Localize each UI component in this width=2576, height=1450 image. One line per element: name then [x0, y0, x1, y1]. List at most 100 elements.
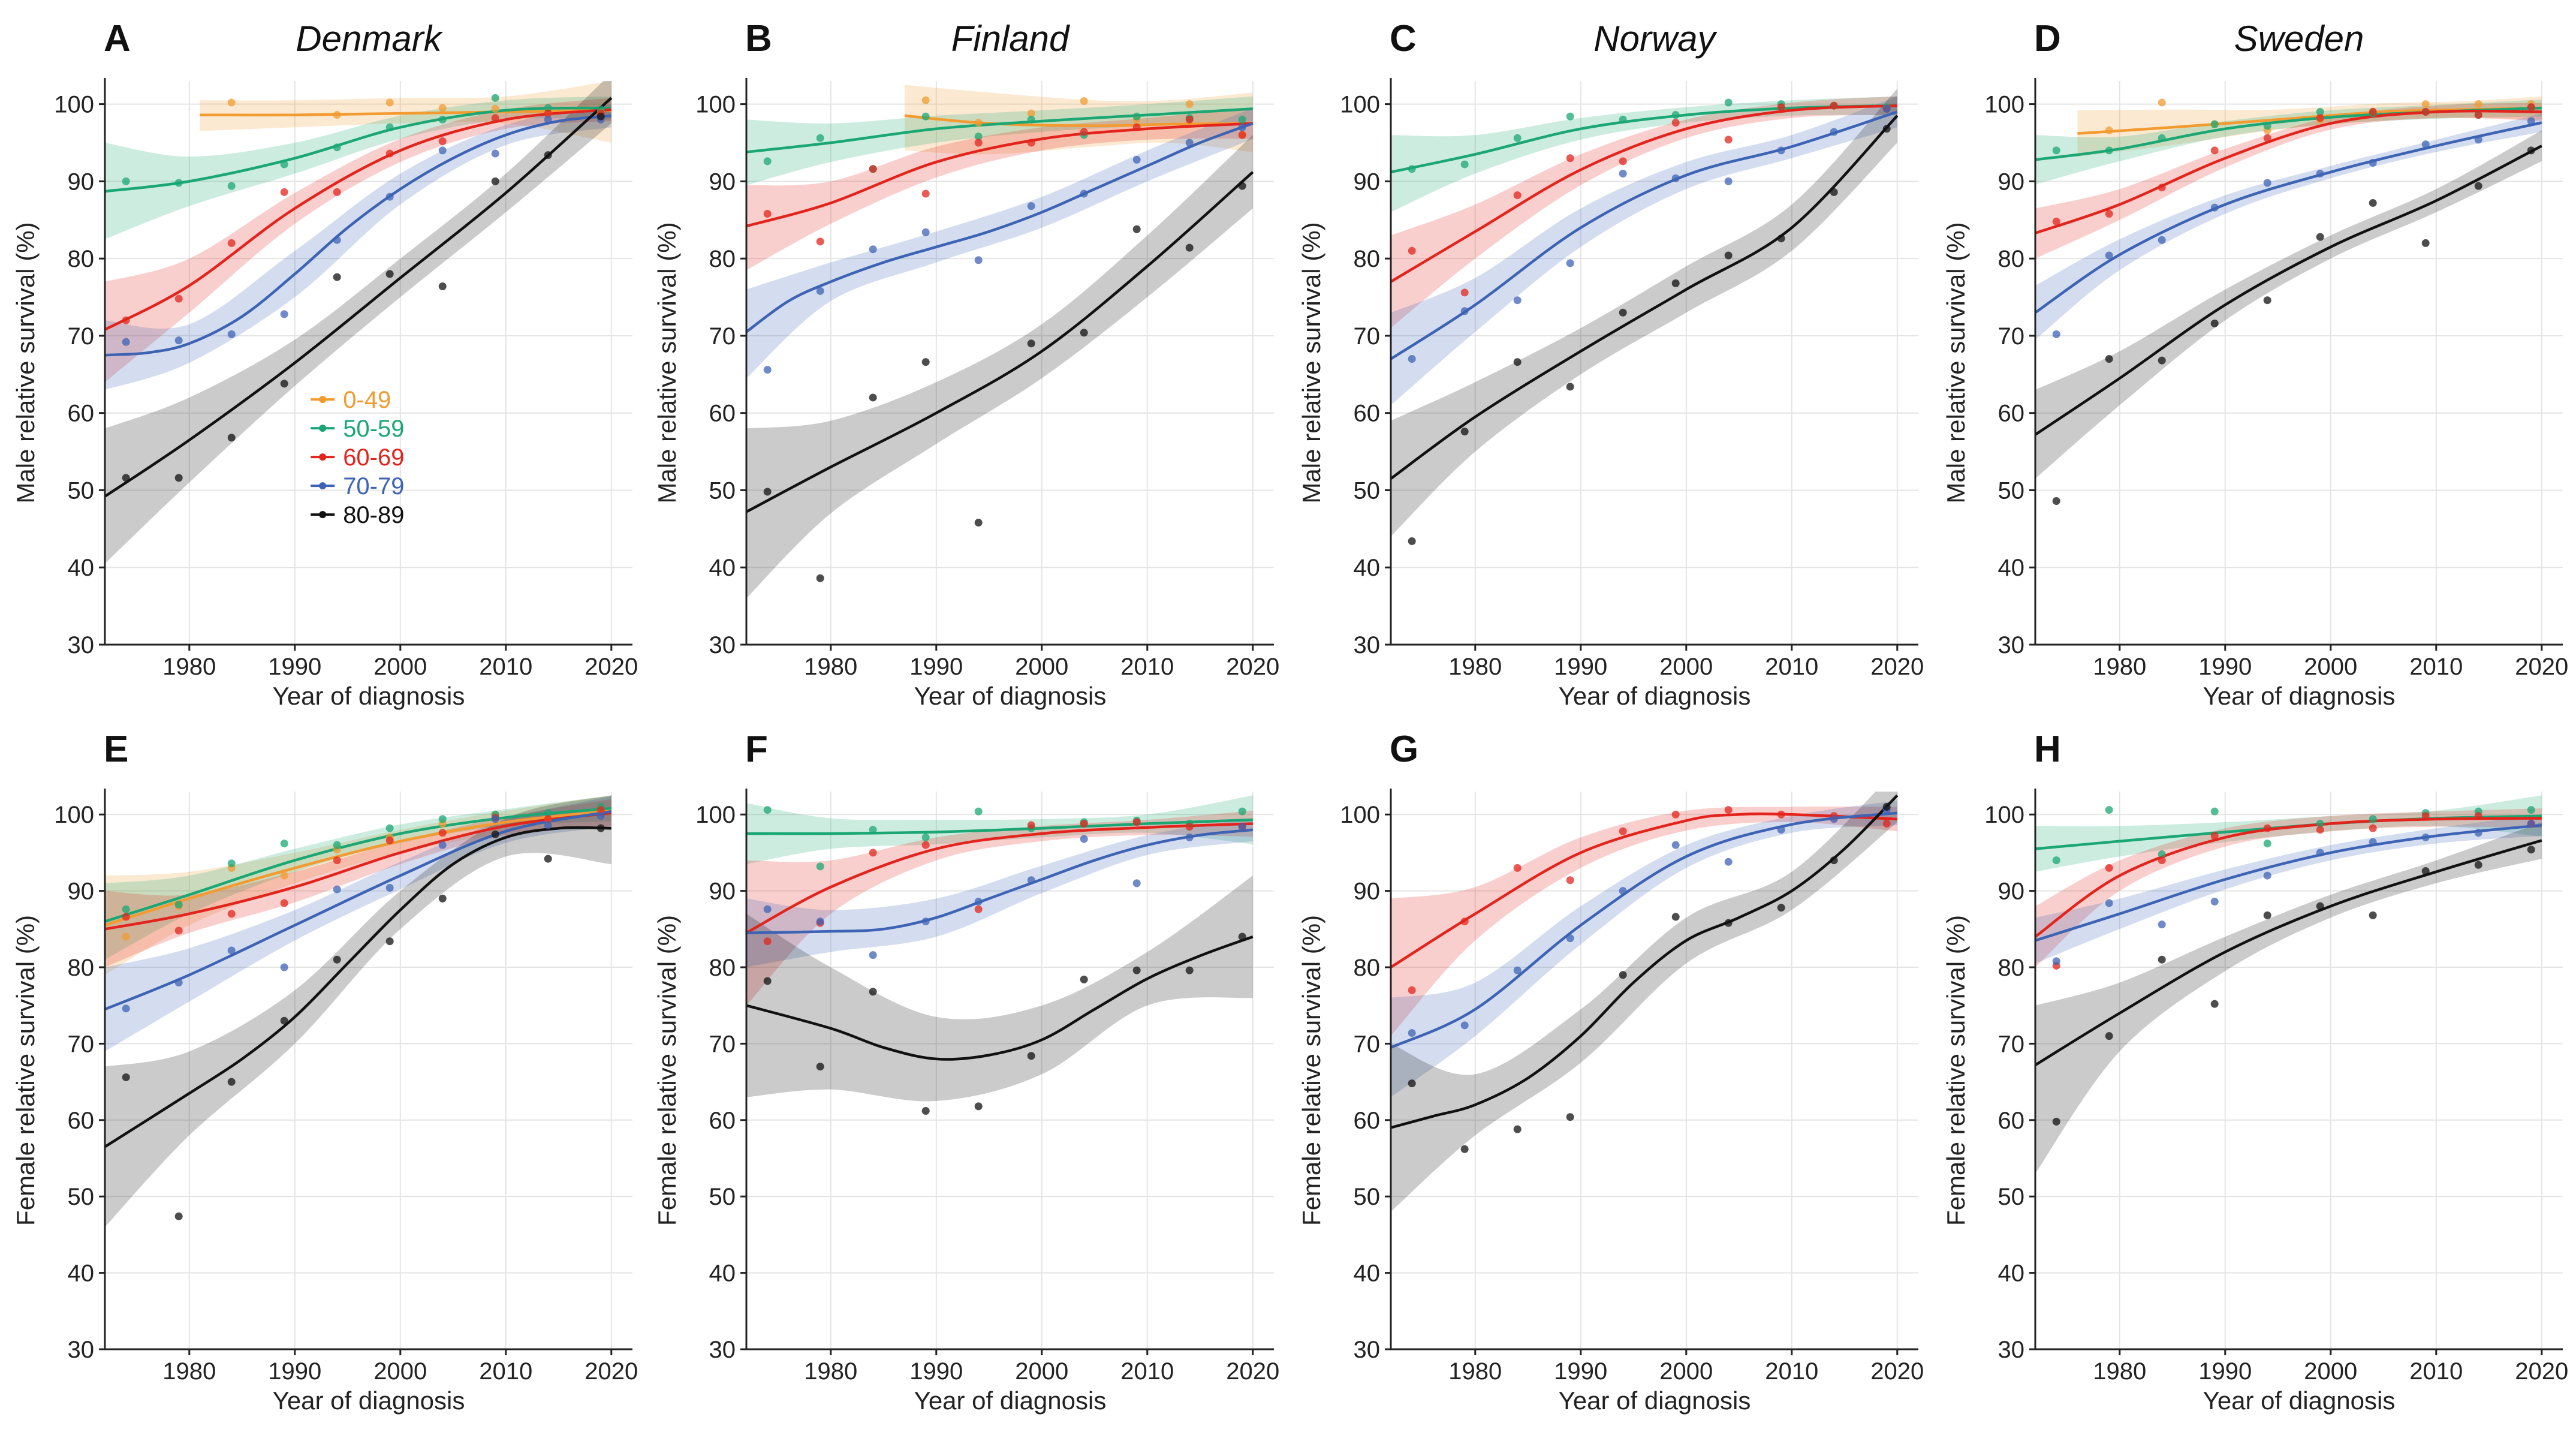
panel-h-band-80-89	[2035, 822, 2542, 1174]
panel-h-band-50-59	[2035, 795, 2542, 872]
y-tick-label: 80	[709, 955, 736, 981]
panel-b-point-80-89	[1185, 243, 1194, 252]
panel-h-ylabel: Female relative survival (%)	[1942, 915, 1970, 1226]
panel-e-point-80-89	[544, 855, 552, 863]
panel-e-point-60-69	[544, 815, 552, 823]
panel-b-point-80-89	[974, 519, 983, 527]
panel-b-point-70-79	[1132, 155, 1141, 164]
panel-f-point-60-69	[974, 905, 983, 913]
y-tick-label: 80	[1998, 955, 2025, 981]
panel-h-point-60-69	[2263, 824, 2271, 832]
panel-g-point-60-69	[1566, 876, 1574, 885]
panel-b-point-60-69	[869, 165, 877, 173]
x-tick-label: 2000	[2304, 654, 2357, 680]
panel-g-band-70-79	[1391, 801, 1897, 1097]
panel-c-point-50-59	[1619, 115, 1627, 124]
panel-e-ylabel: Female relative survival (%)	[11, 915, 40, 1226]
panel-g-point-70-79	[1566, 934, 1574, 943]
panel-b-point-0-49	[921, 96, 930, 104]
panel-e-point-70-79	[333, 885, 341, 894]
panel-h-point-80-89	[2105, 1032, 2113, 1040]
panel-a-point-70-79	[544, 115, 552, 124]
panel-b-band-80-89	[746, 135, 1253, 598]
panel-b-point-0-49	[1185, 100, 1194, 109]
panel-a-point-60-69	[438, 137, 447, 145]
y-tick-label: 70	[1998, 323, 2025, 350]
panel-h-point-70-79	[2369, 838, 2377, 846]
panel-d-point-50-59	[2158, 134, 2166, 142]
panel-c-point-70-79	[1460, 307, 1469, 315]
panel-h-point-80-89	[2052, 1117, 2060, 1126]
panel-a-point-60-69	[174, 294, 183, 303]
y-tick-label: 90	[1998, 169, 2025, 195]
panel-f-point-80-89	[1027, 1052, 1035, 1060]
panel-a-plot	[105, 81, 613, 564]
x-tick-label: 1990	[909, 1358, 963, 1385]
panel-b-point-70-79	[921, 228, 930, 236]
x-tick-label: 1990	[268, 1358, 321, 1385]
panel-g-point-60-69	[1619, 827, 1627, 835]
panel-a-point-50-59	[438, 115, 447, 124]
panel-a-curve-80-89	[105, 97, 613, 498]
panel-d-point-50-59	[2210, 120, 2219, 128]
panel-d-point-60-69	[2105, 209, 2113, 218]
panel-b-point-50-59	[974, 133, 983, 141]
panel-c-point-60-69	[1513, 191, 1522, 200]
panel-d-point-0-49	[2158, 98, 2166, 107]
panel-d-point-60-69	[2369, 108, 2377, 116]
panel-b-point-50-59	[1027, 115, 1035, 124]
panel-d-point-60-69	[2263, 134, 2271, 142]
panel-h-point-60-69	[2210, 832, 2219, 840]
y-tick-label: 70	[1354, 1031, 1381, 1057]
y-tick-label: 30	[1354, 632, 1381, 658]
panel-e-point-70-79	[227, 946, 236, 955]
panel-d-point-70-79	[2210, 203, 2219, 212]
panel-g-band-80-89	[1391, 792, 1897, 1212]
panel-g-curve-80-89	[1391, 794, 1899, 1129]
panel-g-point-60-69	[1882, 820, 1891, 828]
panel-h-point-50-59	[2105, 806, 2113, 814]
panel-e-point-70-79	[385, 884, 394, 892]
panel-a-point-70-79	[174, 336, 183, 345]
panel-e-curve-50-59	[105, 807, 611, 923]
panel-e-point-60-69	[174, 926, 183, 935]
panel-e-band-70-79	[105, 796, 611, 1052]
panel-a-point-80-89	[438, 282, 447, 291]
panel-f-point-70-79	[816, 917, 824, 926]
y-tick-label: 40	[1354, 1261, 1381, 1287]
panel-a-point-80-89	[544, 151, 552, 160]
panel-g-letter: G	[1390, 729, 1418, 770]
panel-b-point-80-89	[763, 488, 772, 496]
panel-f-point-60-69	[921, 841, 930, 849]
panel-c-point-80-89	[1460, 428, 1469, 436]
panel-c-point-70-79	[1566, 259, 1574, 267]
panel-g-ylabel: Female relative survival (%)	[1297, 915, 1325, 1226]
panel-b-point-70-79	[763, 366, 772, 374]
panel-e-point-80-89	[280, 1016, 288, 1025]
panel-g-xlabel: Year of diagnosis	[1559, 1386, 1751, 1415]
panel-b-point-80-89	[1132, 225, 1141, 233]
panel-a-band-70-79	[105, 104, 611, 390]
y-tick-label: 30	[1998, 1337, 2025, 1363]
panel-c-point-60-69	[1724, 136, 1733, 144]
panel-f-plot	[746, 795, 1254, 1115]
x-tick-label: 2010	[2409, 1358, 2463, 1385]
panel-h-point-80-89	[2210, 1000, 2219, 1008]
panel-a-point-0-49	[438, 104, 447, 112]
panel-a-point-60-69	[227, 239, 236, 247]
y-tick-label: 100	[54, 92, 94, 118]
panel-d-point-70-79	[2105, 251, 2113, 260]
panel-b-point-70-79	[1185, 139, 1194, 147]
y-tick-label: 80	[68, 246, 95, 272]
panel-d-point-0-49	[2105, 126, 2113, 134]
panel-e-point-70-79	[438, 841, 447, 849]
panel-e-point-70-79	[544, 821, 552, 829]
panel-d-letter: D	[2034, 18, 2061, 59]
panel-a-point-50-59	[227, 182, 236, 190]
y-tick-label: 50	[1998, 477, 2025, 504]
panel-e-point-70-79	[596, 812, 605, 820]
panel-h-point-80-89	[2527, 846, 2535, 854]
panel-b-point-60-69	[921, 189, 930, 198]
panel-c-curve-70-79	[1391, 110, 1898, 360]
